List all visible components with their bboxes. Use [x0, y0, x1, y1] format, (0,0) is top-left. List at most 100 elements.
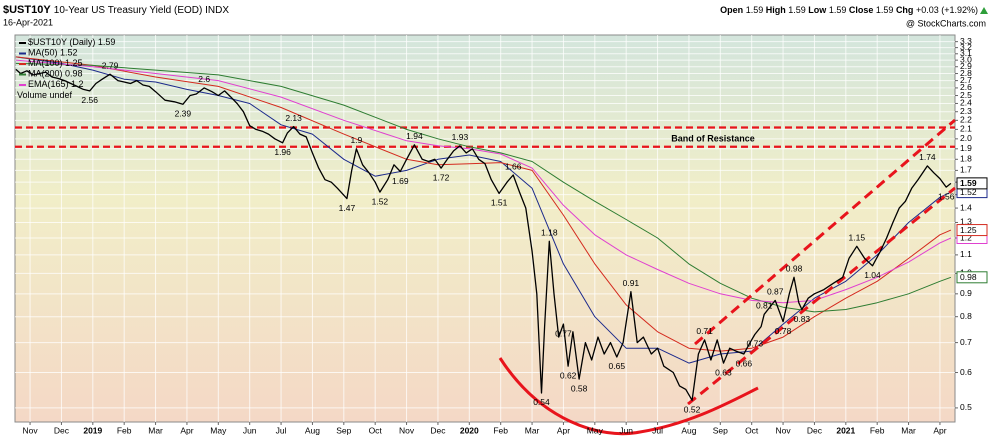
- data-label: 0.83: [794, 314, 811, 324]
- y-tick-label: 2.1: [960, 124, 972, 134]
- averages: Band of Resistance: [15, 56, 955, 364]
- quote-value: 1.59: [788, 5, 806, 15]
- data-label: 2.6: [198, 74, 210, 84]
- quote: Open 1.59 High 1.59 Low 1.59 Close 1.59 …: [720, 5, 978, 15]
- legend-entry: MA(50) 1.52: [28, 48, 78, 58]
- last-value-box: [956, 271, 988, 284]
- series-line: [15, 56, 952, 352]
- legend-value: 1.25: [65, 58, 83, 68]
- title: 10-Year US Treasury Yield (EOD) INDX: [54, 5, 230, 16]
- data-label: 1.9: [350, 135, 362, 145]
- data-label: 1.51: [491, 198, 508, 208]
- data-label: 0.81: [756, 301, 773, 311]
- data-label: 1.15: [849, 233, 866, 243]
- x-tick-label: Apr: [180, 425, 193, 435]
- quote-label: High: [766, 5, 786, 15]
- y-tick-label: 0.9: [960, 288, 972, 298]
- data-label: 0.66: [736, 358, 753, 368]
- data-label: 1.47: [339, 203, 356, 213]
- x-tick-label: Dec: [430, 425, 446, 435]
- price: [15, 68, 952, 401]
- y-tick-label: 1.7: [960, 165, 972, 175]
- quote-label: Chg: [896, 5, 914, 15]
- data-label: 0.91: [623, 278, 640, 288]
- y-tick-label: 1.3: [960, 217, 972, 227]
- data-label: 2.56: [81, 95, 98, 105]
- legend-name: MA(200): [28, 69, 63, 79]
- y-tick-label: 2.7: [960, 75, 972, 85]
- x-tick-label: Feb: [117, 425, 132, 435]
- y-tick-label: 0.7: [960, 337, 972, 347]
- data-label: 0.65: [609, 361, 626, 371]
- data-label: 0.98: [786, 264, 803, 274]
- x-tick-label: Jun: [619, 425, 633, 435]
- y-tick-label: 1.4: [960, 202, 972, 212]
- y-tick-label: 2.4: [960, 98, 972, 108]
- data-label: 1.52: [372, 196, 389, 206]
- legend-name: MA(100): [28, 58, 63, 68]
- x-tick-label: 2021: [836, 425, 855, 435]
- data-label: 0.62: [560, 370, 577, 380]
- y-tick-label: 1.1: [960, 249, 972, 259]
- annotations: 2.56 2.79 2.39 2.6 1.96 2.13 1.47 1.9 1.521.69 1.…: [81, 60, 954, 414]
- quote-value: 1.59: [746, 5, 764, 15]
- data-label: 0.54: [533, 397, 550, 407]
- last-value-label: 1.52: [960, 187, 977, 197]
- x-tick-label: May: [210, 425, 227, 435]
- trend-channel-upper: [694, 118, 956, 346]
- last-value-box: [956, 177, 988, 190]
- x-tick-label: Feb: [493, 425, 508, 435]
- bottom-arc: [498, 357, 759, 436]
- y-tick-label: 0.6: [960, 367, 972, 377]
- x-tick-label: Nov: [776, 425, 792, 435]
- quote-label: Low: [808, 5, 827, 15]
- legend-name: MA(50): [28, 48, 58, 58]
- data-label: 0.63: [715, 367, 732, 377]
- trend-drawings: [498, 118, 956, 436]
- y-tick-label: 2.0: [960, 133, 972, 143]
- legend-entry: MA(200) 0.98: [28, 69, 83, 79]
- date: 16-Apr-2021: [3, 17, 53, 27]
- x-tick-label: Oct: [369, 425, 383, 435]
- quote-label: Close: [849, 5, 874, 15]
- data-label: 1.74: [919, 152, 936, 162]
- x-tick-label: Mar: [525, 425, 540, 435]
- last-value-label: 1.2: [960, 233, 972, 243]
- x-tick-label: Sep: [713, 425, 728, 435]
- trend-channel-lower: [687, 186, 956, 406]
- y-tick-label: 0.5: [960, 402, 972, 412]
- y-tick-label: 2.9: [960, 61, 972, 71]
- x-tick-label: Jul: [276, 425, 287, 435]
- data-label: 2.79: [102, 60, 119, 70]
- y-tick-label: 3.1: [960, 48, 972, 58]
- y-tick-label: 3.2: [960, 42, 972, 52]
- x-tick-label: Oct: [745, 425, 759, 435]
- x-tick-label: Feb: [870, 425, 885, 435]
- data-label: 1.96: [274, 147, 291, 157]
- legend-entry: EMA(165) 1.2: [28, 79, 84, 89]
- last-value-label: 1.59: [960, 178, 977, 188]
- y-tick-label: 2.3: [960, 106, 972, 116]
- up-arrow: [980, 7, 988, 14]
- legend-value: 1.59: [98, 37, 116, 47]
- legend-value: 0.98: [65, 69, 83, 79]
- y-tick-label: 0.8: [960, 311, 972, 321]
- x-tick-label: Aug: [681, 425, 696, 435]
- x-tick-label: Nov: [399, 425, 415, 435]
- y-tick-label: 3.0: [960, 54, 972, 64]
- header-title: $UST10Y 10-Year US Treasury Yield (EOD) …: [3, 4, 229, 16]
- x-tick-label: Mar: [148, 425, 163, 435]
- legend-name: EMA(165): [28, 79, 69, 89]
- legend-value: 1.2: [71, 79, 84, 89]
- resistance-label: Band of Resistance: [671, 134, 755, 144]
- series-line: [15, 68, 952, 401]
- legend-volume: Volume undef: [17, 90, 73, 100]
- axes: 0.50.60.70.80.91.01.11.21.31.41.51.61.71…: [22, 36, 988, 435]
- data-label: 1.04: [864, 270, 881, 280]
- quote-value: +0.03 (+1.92%): [916, 5, 978, 15]
- y-tick-label: 1.9: [960, 143, 972, 153]
- data-label: 2.13: [285, 113, 302, 123]
- x-tick-label: Jul: [652, 425, 663, 435]
- data-label: 1.94: [406, 131, 423, 141]
